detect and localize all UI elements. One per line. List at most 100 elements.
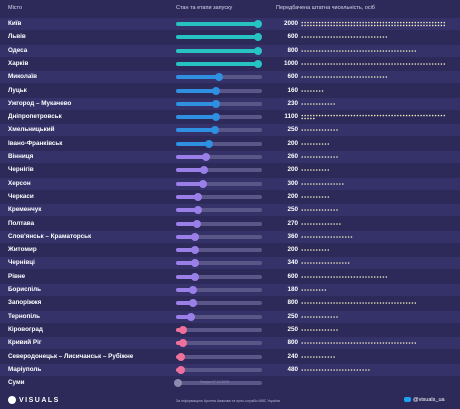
staff-dot xyxy=(313,114,315,117)
staff-dot xyxy=(315,368,318,371)
stage-marker xyxy=(202,153,211,161)
staff-dot xyxy=(324,249,327,251)
staff-dot xyxy=(304,89,306,92)
stage-track xyxy=(173,379,262,388)
staff-dot xyxy=(321,89,324,92)
staff-dot xyxy=(310,169,312,172)
staff-dot xyxy=(327,342,330,344)
staff-dot xyxy=(327,63,330,65)
staff-dot xyxy=(301,196,303,198)
staff-dot xyxy=(426,24,428,27)
staff-dot xyxy=(342,49,344,52)
staff-dot xyxy=(391,21,393,24)
staff-dot xyxy=(376,21,379,24)
staff-dot xyxy=(382,24,385,27)
table-row: Кіровоград 250 xyxy=(0,324,460,336)
staff-dot xyxy=(330,63,332,65)
staff-dot xyxy=(402,49,405,52)
staff-dot xyxy=(327,249,330,251)
staff-dot xyxy=(310,209,312,211)
staff-dot xyxy=(356,342,359,344)
stage-track xyxy=(176,179,262,188)
staff-dot xyxy=(353,76,356,78)
staff-dot xyxy=(327,235,330,238)
staff-dot xyxy=(318,249,321,251)
staff-dot xyxy=(318,156,321,158)
table-row: Чернівці 340 xyxy=(0,257,460,270)
staff-dot xyxy=(382,302,385,305)
staff-dot xyxy=(402,24,405,27)
staff-dot xyxy=(321,342,324,344)
staff-dot xyxy=(304,117,306,120)
staff-dot xyxy=(379,302,382,305)
stage-track xyxy=(176,286,262,294)
staff-dot xyxy=(333,315,335,318)
staff-dot xyxy=(304,114,306,117)
staff-value: 200 xyxy=(287,139,298,147)
staff-dot xyxy=(408,24,411,27)
staff-dot xyxy=(301,342,303,344)
staff-dot xyxy=(321,169,324,172)
staff-dot xyxy=(371,302,373,305)
staff-dot xyxy=(301,21,303,24)
staff-dot xyxy=(373,76,376,78)
twitter-handle[interactable]: @visuals_ua xyxy=(404,397,445,403)
stage-track xyxy=(176,312,262,321)
staff-dot xyxy=(315,129,318,132)
stage-track xyxy=(176,139,262,148)
staff-dot xyxy=(321,289,324,291)
staff-dot xyxy=(333,102,335,105)
city-label: Северодонецьк – Лисичанськ – Рубіжне xyxy=(8,352,134,360)
staff-dot xyxy=(315,302,318,305)
staff-dot xyxy=(371,24,373,27)
stage-bar xyxy=(176,22,258,26)
staff-value: 800 xyxy=(287,339,298,347)
staff-dot xyxy=(350,63,353,65)
staff-dot-bar xyxy=(301,355,335,358)
staff-dot xyxy=(402,302,405,305)
staff-dot xyxy=(391,63,393,65)
staff-dot xyxy=(394,302,396,305)
staff-dot xyxy=(371,76,373,78)
staff-dot xyxy=(391,49,393,52)
staff-dot xyxy=(307,89,309,92)
staff-dot xyxy=(394,114,396,117)
staff-dot xyxy=(304,49,306,52)
staff-dot xyxy=(353,36,356,39)
staff-dot-bar xyxy=(301,275,388,278)
staff-dot xyxy=(344,76,347,78)
staff-dot xyxy=(307,156,309,158)
staff-dot xyxy=(333,114,335,117)
stage-marker xyxy=(194,206,203,215)
staff-dot xyxy=(301,222,303,225)
staff-dot xyxy=(307,21,309,24)
staff-dot xyxy=(365,49,367,52)
staff-dot xyxy=(362,342,364,344)
staff-dot xyxy=(304,63,306,65)
staff-dot xyxy=(359,63,361,65)
staff-dot-bar xyxy=(301,235,353,238)
staff-dot xyxy=(388,24,390,27)
staff-dot xyxy=(330,102,332,105)
staff-dot xyxy=(376,24,379,27)
stage-track xyxy=(176,206,262,215)
staff-dot xyxy=(356,302,359,305)
staff-dot xyxy=(347,342,350,344)
staff-dot xyxy=(313,275,315,278)
staff-dot xyxy=(321,24,324,27)
staff-dot xyxy=(313,315,315,318)
stage-track xyxy=(176,99,262,108)
staff-dot-bar xyxy=(301,36,388,39)
staff-dot xyxy=(307,262,309,265)
staff-dot xyxy=(315,142,318,145)
staff-dot xyxy=(313,235,315,238)
staff-dot xyxy=(318,235,321,238)
staff-dot xyxy=(301,49,303,52)
staff-dot xyxy=(315,36,318,39)
stage-marker xyxy=(211,99,220,108)
stage-track xyxy=(176,259,262,268)
staff-dot xyxy=(408,63,411,65)
staff-dot xyxy=(310,36,312,39)
staff-dot xyxy=(318,129,321,132)
staff-dot xyxy=(307,209,309,211)
